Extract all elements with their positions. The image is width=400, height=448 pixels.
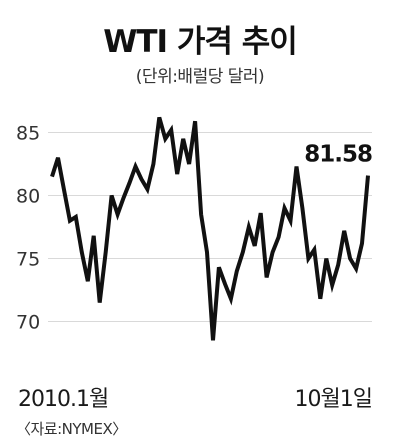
y-tick-label: 70	[16, 312, 40, 334]
y-tick-label: 85	[16, 123, 40, 145]
x-end-label: 10월1일	[294, 387, 373, 412]
chart-subtitle: (단위:배럴당 달러)	[135, 67, 265, 87]
y-tick-label: 75	[16, 249, 40, 271]
source-label: 〈자료:NYMEX〉	[16, 420, 127, 438]
gridlines	[48, 132, 372, 322]
price-line	[50, 116, 370, 341]
y-axis-ticks: 85 80 75 70	[16, 123, 40, 334]
x-start-label: 2010.1월	[18, 387, 109, 412]
y-tick-label: 80	[16, 186, 40, 208]
chart-title: WTI 가격 추이	[103, 24, 298, 60]
last-value-label: 81.58	[304, 142, 372, 168]
